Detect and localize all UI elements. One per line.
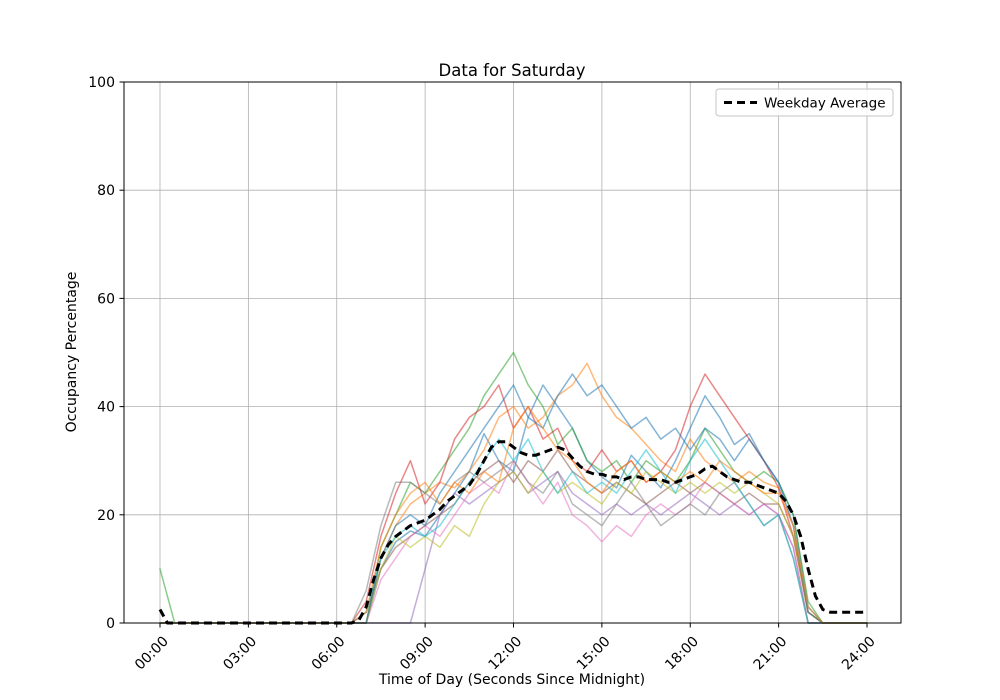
y-tick-label: 0 xyxy=(106,616,115,632)
y-axis-label: Occupancy Percentage xyxy=(64,272,80,433)
grid-layer xyxy=(124,81,901,624)
legend-box xyxy=(715,88,894,117)
y-tick-label: 60 xyxy=(97,291,115,307)
y-tick-label: 80 xyxy=(97,183,115,199)
x-tick-label: 03:00 xyxy=(220,634,260,674)
y-tick-label: 40 xyxy=(97,400,115,416)
x-tick-label: 09:00 xyxy=(397,634,437,674)
x-tick-label: 00:00 xyxy=(132,634,172,674)
x-tick-label: 15:00 xyxy=(574,634,614,674)
x-axis-label: Time of Day (Seconds Since Midnight) xyxy=(378,672,645,688)
x-tick-label: 21:00 xyxy=(751,634,791,674)
legend: Weekday Average xyxy=(715,88,894,117)
y-tick-label: 100 xyxy=(88,75,115,91)
x-tick-label: 18:00 xyxy=(662,634,702,674)
x-tick-label: 06:00 xyxy=(309,634,349,674)
y-tick-label: 20 xyxy=(97,508,115,524)
weekday-average-line xyxy=(158,440,867,625)
axes-spines xyxy=(123,81,902,624)
axis-layer: 00:00 03:00 06:00 09:00 12:00 15:00 18:00 21:00… xyxy=(88,75,902,674)
x-tick-label: 24:00 xyxy=(839,634,879,674)
chart-title: Data for Saturday xyxy=(439,61,586,80)
x-tick-label: 12:00 xyxy=(485,634,525,674)
legend-label: Weekday Average xyxy=(764,96,886,112)
